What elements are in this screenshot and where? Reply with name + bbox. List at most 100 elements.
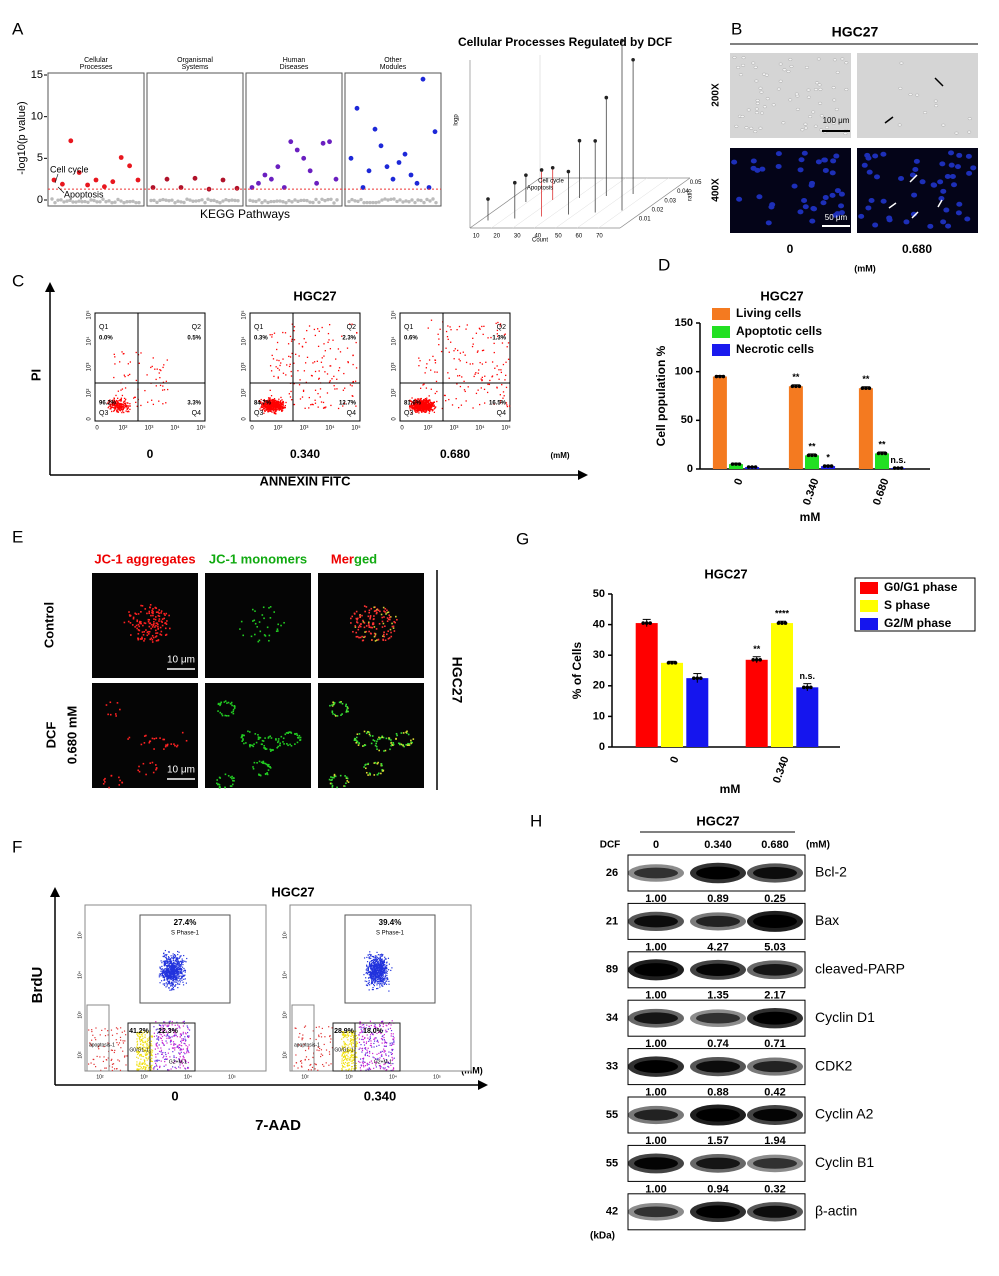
event <box>180 967 182 970</box>
bar <box>805 455 819 469</box>
event <box>164 1061 166 1063</box>
event <box>383 970 385 972</box>
event <box>430 407 432 409</box>
signal <box>254 733 257 735</box>
event <box>113 400 116 402</box>
event <box>306 356 309 358</box>
event <box>324 350 326 352</box>
event <box>181 966 184 968</box>
signal <box>384 639 387 642</box>
dot <box>227 198 231 203</box>
signal <box>135 624 138 627</box>
signal <box>394 621 396 624</box>
signal <box>140 621 142 623</box>
cell <box>897 123 902 127</box>
event <box>168 1037 171 1039</box>
event <box>146 1040 148 1042</box>
event <box>174 970 177 972</box>
event <box>457 406 460 409</box>
event <box>270 395 273 397</box>
event <box>144 1066 146 1068</box>
event <box>157 1036 159 1039</box>
signal <box>137 638 140 641</box>
event <box>165 1055 167 1058</box>
event <box>116 404 119 406</box>
event <box>150 1050 152 1052</box>
signal <box>164 614 166 616</box>
event <box>147 1069 149 1071</box>
event <box>349 384 352 386</box>
event <box>92 1034 94 1036</box>
event <box>322 401 325 404</box>
event <box>184 1068 187 1070</box>
event <box>129 403 131 405</box>
event <box>355 367 358 369</box>
event <box>387 969 390 971</box>
signal <box>338 701 341 704</box>
event <box>481 380 483 382</box>
quadrant-label: Q2 <box>347 324 356 331</box>
event <box>108 1065 111 1067</box>
event <box>278 403 280 406</box>
event <box>166 1033 168 1036</box>
event <box>441 407 443 410</box>
point <box>314 180 320 186</box>
signal <box>373 606 375 609</box>
stem-head <box>566 169 571 174</box>
signal <box>264 635 267 637</box>
signal <box>287 732 289 734</box>
event <box>169 1037 171 1039</box>
event <box>169 977 171 979</box>
event <box>167 982 169 984</box>
event <box>384 958 386 960</box>
event <box>141 1063 144 1065</box>
cell <box>808 115 813 119</box>
stem-head <box>524 173 528 177</box>
signal <box>370 607 373 610</box>
unit: (mM) <box>461 1065 483 1075</box>
replicate-dot <box>806 453 811 458</box>
signal <box>248 731 251 733</box>
signal <box>233 707 236 709</box>
event <box>448 377 450 379</box>
bar <box>729 464 743 469</box>
dot <box>326 197 330 202</box>
signal <box>128 614 131 616</box>
event <box>171 965 174 967</box>
event <box>417 406 419 408</box>
event <box>491 361 494 363</box>
event <box>185 1044 187 1047</box>
event <box>156 1028 158 1030</box>
replicate-dot <box>790 384 795 389</box>
event <box>116 402 119 404</box>
event <box>493 403 495 405</box>
signal <box>336 786 338 789</box>
event <box>334 388 336 390</box>
facet-title: Processes <box>80 64 113 71</box>
event <box>164 973 166 976</box>
event <box>119 1069 122 1071</box>
signal <box>403 745 405 748</box>
event <box>378 982 380 985</box>
signal <box>408 743 410 745</box>
event <box>371 975 374 977</box>
quadrant-label: Q1 <box>404 324 413 331</box>
event <box>269 406 271 409</box>
event <box>110 1059 112 1062</box>
event <box>373 963 376 965</box>
event <box>172 962 174 965</box>
event <box>116 406 118 408</box>
signal <box>356 740 359 743</box>
quadrant-percent: 84.7% <box>254 401 272 407</box>
signal <box>119 779 121 782</box>
signal <box>388 738 390 741</box>
event <box>161 1053 163 1055</box>
bar <box>661 662 683 747</box>
cell <box>755 99 760 102</box>
event <box>177 980 179 982</box>
event <box>182 1025 185 1027</box>
event <box>293 382 295 385</box>
signal <box>223 701 226 703</box>
dot <box>74 200 78 204</box>
event <box>431 410 434 412</box>
